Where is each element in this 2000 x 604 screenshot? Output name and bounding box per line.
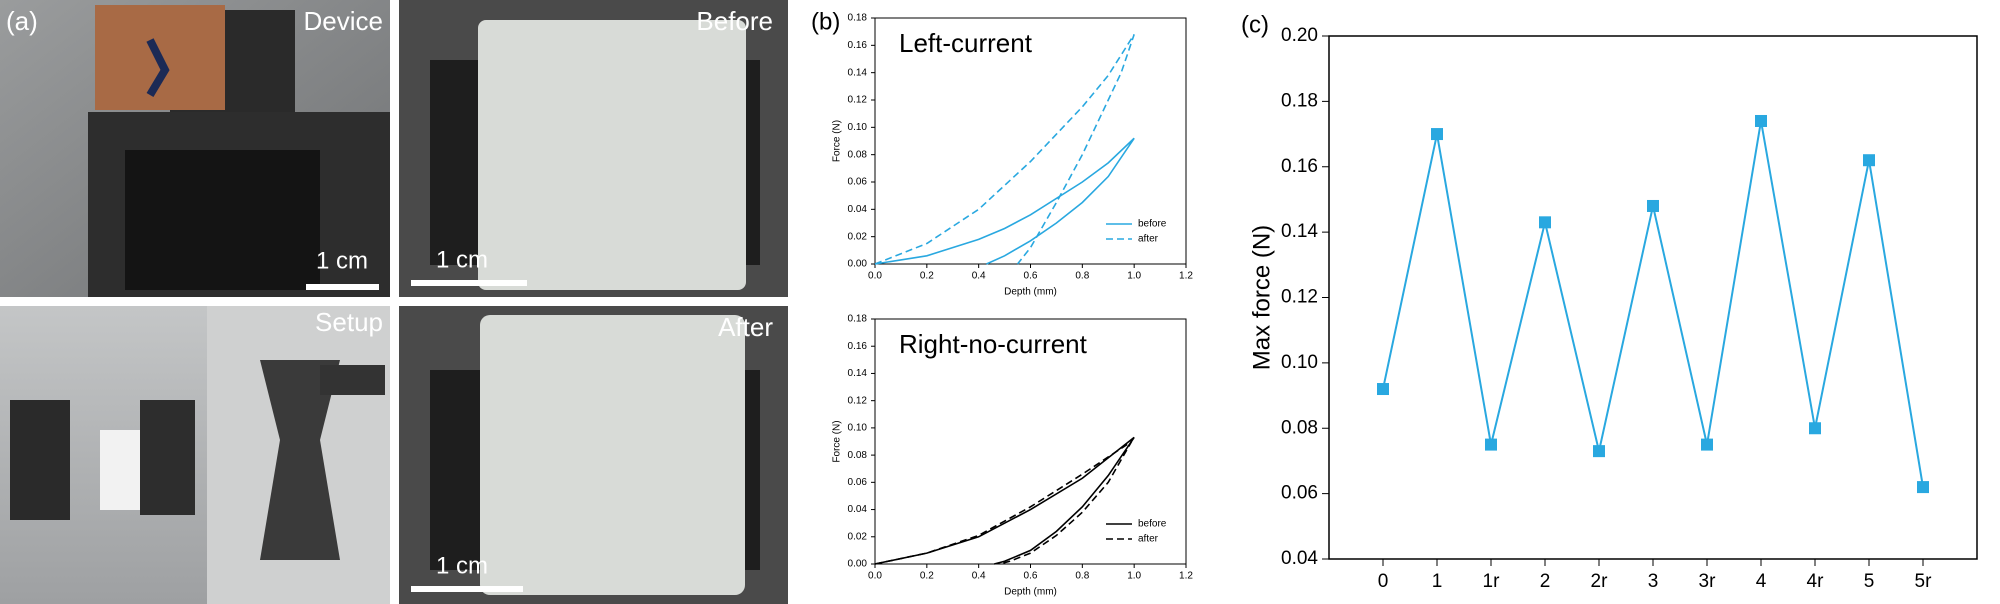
legend-label: after — [1138, 534, 1159, 545]
x-tick-label: 3 — [1648, 571, 1659, 592]
chart-title: Left-current — [899, 28, 1033, 58]
data-line — [874, 440, 1133, 565]
photo-before — [399, 0, 788, 297]
y-tick-label: 0.06 — [1281, 483, 1318, 504]
y-tick-label: 0.18 — [848, 13, 868, 24]
x-tick-label: 0.6 — [1024, 571, 1038, 582]
legend-label: after — [1138, 234, 1159, 245]
data-marker — [1809, 422, 1821, 435]
chart-title: Right-no-current — [899, 329, 1088, 359]
y-axis-label: Force (N) — [832, 120, 843, 162]
data-line — [874, 137, 1135, 265]
data-marker — [1539, 216, 1551, 229]
x-tick-label: 1 — [1432, 571, 1443, 592]
photo-after — [399, 306, 788, 604]
y-axis-label: Max force (N) — [1248, 225, 1275, 370]
legend-label: before — [1138, 219, 1167, 230]
x-tick-label: 4r — [1807, 571, 1825, 592]
photo-label: Device — [304, 6, 383, 36]
x-tick-label: 0.0 — [868, 271, 882, 282]
x-tick-label: 5r — [1915, 571, 1933, 592]
data-marker — [1755, 114, 1767, 127]
data-marker — [1863, 154, 1875, 167]
y-tick-label: 0.12 — [848, 95, 868, 106]
y-tick-label: 0.06 — [848, 177, 868, 188]
x-tick-label: 0.4 — [972, 271, 986, 282]
y-tick-label: 0.04 — [1281, 548, 1318, 569]
y-tick-label: 0.10 — [848, 122, 868, 133]
y-tick-label: 0.06 — [848, 477, 868, 488]
data-line — [874, 33, 1135, 265]
x-tick-label: 0.6 — [1024, 271, 1038, 282]
panel-label: (b) — [811, 8, 840, 35]
plot-frame — [1328, 35, 1978, 560]
y-tick-label: 0.14 — [848, 368, 868, 379]
y-tick-label: 0.08 — [1281, 417, 1318, 438]
x-tick-label: 0.0 — [868, 571, 882, 582]
y-tick-label: 0.14 — [1281, 221, 1318, 242]
data-marker — [1647, 199, 1659, 212]
y-tick-label: 0.00 — [848, 259, 868, 270]
scale-bar-label: 1 cm — [316, 247, 368, 274]
photo-setup — [0, 306, 390, 604]
data-line — [874, 436, 1135, 565]
x-tick-label: 1.2 — [1179, 571, 1193, 582]
y-tick-label: 0.18 — [848, 314, 868, 325]
y-axis-label: Force (N) — [832, 420, 843, 462]
x-tick-label: 1.0 — [1127, 271, 1141, 282]
data-marker — [1593, 445, 1605, 458]
x-tick-label: 1.2 — [1179, 271, 1193, 282]
x-axis-label: Depth (mm) — [1004, 287, 1057, 298]
legend-label: before — [1138, 519, 1167, 530]
data-marker — [1377, 383, 1389, 396]
y-tick-label: 0.04 — [848, 204, 868, 215]
x-tick-label: 0.8 — [1075, 571, 1089, 582]
data-line — [1382, 120, 1924, 488]
y-tick-label: 0.14 — [848, 67, 868, 78]
y-tick-label: 0.12 — [1281, 287, 1318, 308]
x-tick-label: 0.4 — [972, 571, 986, 582]
data-marker — [1485, 438, 1497, 451]
x-tick-label: 1r — [1483, 571, 1501, 592]
y-tick-label: 0.02 — [848, 231, 868, 242]
x-tick-label: 0.8 — [1075, 271, 1089, 282]
x-tick-label: 2 — [1540, 571, 1551, 592]
x-tick-label: 2r — [1591, 571, 1609, 592]
y-tick-label: 0.02 — [848, 531, 868, 542]
x-tick-label: 0.2 — [920, 271, 934, 282]
photo-label: Setup — [315, 307, 383, 337]
y-tick-label: 0.16 — [848, 40, 868, 51]
photo-device — [0, 0, 390, 297]
panel-label: (c) — [1241, 11, 1269, 38]
scale-bar-label: 1 cm — [436, 552, 488, 579]
y-tick-label: 0.10 — [848, 423, 868, 434]
y-tick-label: 0.04 — [848, 504, 868, 515]
x-tick-label: 5 — [1864, 571, 1875, 592]
x-tick-label: 0.2 — [920, 571, 934, 582]
panel-label: (a) — [6, 6, 38, 36]
y-tick-label: 0.10 — [1281, 352, 1318, 373]
x-axis-label: Depth (mm) — [1004, 587, 1057, 598]
data-marker — [1917, 481, 1929, 494]
y-tick-label: 0.08 — [848, 149, 868, 160]
x-tick-label: 0 — [1378, 571, 1389, 592]
y-tick-label: 0.16 — [1281, 156, 1318, 177]
y-tick-label: 0.18 — [1281, 90, 1318, 111]
data-marker — [1431, 128, 1443, 141]
scale-bar-label: 1 cm — [436, 246, 488, 273]
photo-label: After — [718, 312, 773, 342]
y-tick-label: 0.20 — [1281, 25, 1318, 46]
x-tick-label: 3r — [1699, 571, 1717, 592]
photo-label: Before — [696, 6, 773, 36]
y-tick-label: 0.16 — [848, 341, 868, 352]
y-tick-label: 0.08 — [848, 450, 868, 461]
x-tick-label: 1.0 — [1127, 571, 1141, 582]
x-tick-label: 4 — [1756, 571, 1767, 592]
data-marker — [1701, 438, 1713, 451]
y-tick-label: 0.00 — [848, 559, 868, 570]
y-tick-label: 0.12 — [848, 395, 868, 406]
